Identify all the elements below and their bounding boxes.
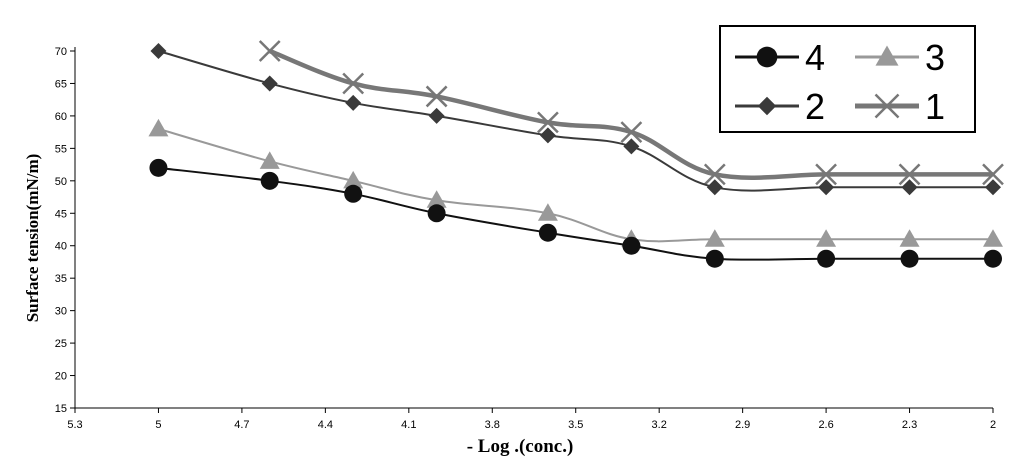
data-point-diamond: [345, 94, 362, 111]
x-tick-label: 4.1: [401, 419, 416, 431]
x-stroke: [258, 40, 281, 62]
series-2: [150, 43, 1001, 196]
data-point-circle: [427, 204, 446, 223]
x-tick-label: 5.3: [67, 419, 82, 431]
data-point-diamond: [539, 127, 556, 144]
data-point-diamond: [428, 107, 445, 124]
series-line-2: [158, 50, 993, 192]
data-point-x: [874, 93, 900, 119]
y-tick-label: 35: [55, 273, 67, 285]
data-point-triangle: [875, 45, 899, 66]
x-stroke: [620, 121, 643, 144]
data-point-diamond: [261, 75, 278, 92]
data-point-circle: [756, 46, 778, 68]
data-point-circle: [900, 249, 919, 268]
x-stroke: [898, 163, 921, 186]
x-stroke: [425, 85, 448, 108]
series-3: [148, 118, 1003, 247]
y-axis-title: Surface tension(mN/m): [23, 154, 42, 323]
data-point-circle: [344, 184, 363, 203]
series-line-4: [158, 166, 993, 261]
data-point-x: [703, 163, 726, 186]
legend-item-1: 1: [855, 86, 945, 127]
y-tick-label: 70: [55, 46, 67, 58]
data-point-circle: [260, 171, 279, 190]
data-point-diamond: [706, 179, 723, 196]
x-tick-label: 2.6: [818, 419, 833, 431]
x-tick-label: 4.7: [234, 419, 249, 431]
x-stroke: [537, 111, 559, 134]
data-point-diamond: [818, 179, 835, 196]
series-layer: [148, 40, 1004, 268]
y-tick-label: 50: [55, 176, 67, 188]
data-point-diamond: [150, 43, 167, 59]
data-point-triangle: [704, 229, 725, 247]
y-tick-label: 25: [55, 338, 67, 350]
x-tick-label: 4.4: [318, 419, 333, 431]
data-point-triangle: [537, 203, 558, 221]
data-point-triangle: [899, 229, 920, 247]
series-4: [149, 158, 1002, 268]
data-point-x: [815, 163, 837, 186]
data-point-x: [258, 40, 281, 62]
data-point-circle: [984, 249, 1002, 268]
y-tick-label: 60: [55, 111, 67, 123]
data-point-triangle: [259, 151, 280, 169]
x-stroke: [703, 163, 726, 186]
y-tick-label: 15: [55, 403, 67, 415]
data-point-triangle: [816, 229, 837, 247]
data-point-circle: [622, 236, 641, 255]
legend-label: 1: [925, 86, 945, 127]
legend-label: 2: [805, 86, 825, 127]
series-1: [258, 40, 1004, 186]
data-point-x: [342, 72, 365, 95]
y-tick-label: 30: [55, 306, 67, 318]
data-point-x: [620, 121, 643, 144]
axes: 15 20 25 30 35 40 45 50 55 60 65 70 5.3 5 4.7 4.4 4.1 3.8…: [55, 46, 996, 431]
data-point-triangle: [148, 118, 169, 137]
data-point-circle: [149, 158, 168, 177]
data-point-triangle: [343, 170, 364, 189]
y-tick-label: 40: [55, 241, 67, 253]
x-tick-label: 2.9: [735, 419, 750, 431]
x-tick-label: 3.8: [485, 419, 500, 431]
data-point-diamond: [985, 179, 1001, 196]
data-point-x: [425, 85, 448, 108]
y-tick-label: 20: [55, 371, 67, 383]
legend-item-4: 4: [735, 37, 825, 78]
y-tick-label: 45: [55, 208, 67, 220]
data-point-circle: [705, 249, 724, 268]
legend-label: 3: [925, 37, 945, 78]
x-tick-label: 5: [155, 419, 161, 431]
data-point-diamond: [901, 179, 918, 196]
legend-label: 4: [805, 37, 825, 78]
data-point-circle: [538, 223, 557, 242]
data-point-triangle: [983, 229, 1003, 247]
legend-box: [719, 25, 976, 133]
x-tick-label: 2.3: [902, 419, 917, 431]
series-line-3: [158, 127, 993, 243]
data-point-x: [982, 163, 1004, 186]
legend-item-2: 2: [735, 86, 825, 127]
x-stroke: [815, 163, 837, 186]
data-point-x: [537, 111, 559, 134]
y-tick-label: 65: [55, 78, 67, 90]
data-point-circle: [817, 249, 836, 268]
y-tick-label: 55: [55, 143, 67, 155]
legend: 4 3 2 1: [719, 25, 976, 133]
x-stroke: [342, 72, 365, 95]
data-point-diamond: [757, 96, 777, 116]
data-point-x: [898, 163, 921, 186]
data-point-triangle: [426, 190, 447, 208]
x-tick-label: 3.2: [652, 419, 667, 431]
legend-item-3: 3: [855, 37, 945, 78]
x-axis-title: - Log .(conc.): [467, 436, 574, 457]
x-stroke: [874, 93, 900, 119]
x-tick-label: 2: [990, 419, 996, 431]
data-point-diamond: [623, 138, 640, 155]
x-stroke: [982, 163, 1004, 186]
x-tick-label: 3.5: [568, 419, 583, 431]
